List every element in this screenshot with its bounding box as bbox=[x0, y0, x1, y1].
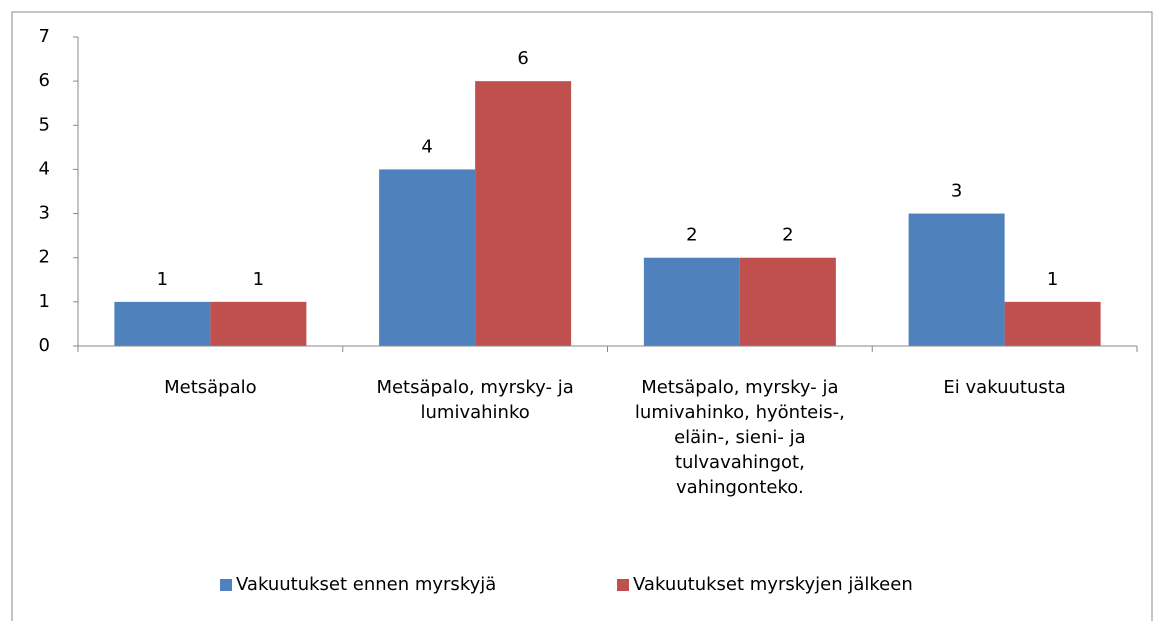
legend-swatch bbox=[220, 579, 232, 591]
bar bbox=[1004, 301, 1101, 346]
x-tick-label: Ei vakuutusta bbox=[943, 377, 1066, 398]
bar bbox=[114, 301, 211, 346]
y-tick-label: 3 bbox=[39, 203, 50, 224]
y-tick-label: 0 bbox=[39, 335, 50, 356]
y-tick-label: 7 bbox=[39, 26, 50, 47]
bar bbox=[379, 169, 476, 346]
bar bbox=[210, 301, 307, 346]
chart-frame bbox=[11, 11, 1153, 621]
y-tick-label: 4 bbox=[39, 158, 50, 179]
data-label: 1 bbox=[253, 269, 264, 290]
x-tick-label: Metsäpalo, myrsky- ja lumivahinko, hyönt… bbox=[634, 377, 845, 498]
legend-swatch bbox=[617, 579, 629, 591]
data-label: 1 bbox=[1047, 269, 1058, 290]
y-tick-label: 5 bbox=[39, 114, 50, 135]
legend-label: Vakuutukset ennen myrskyjä bbox=[236, 574, 496, 595]
data-label: 6 bbox=[517, 48, 528, 69]
y-tick-label: 1 bbox=[39, 291, 50, 312]
x-tick-label: Metsäpalo bbox=[164, 377, 257, 398]
data-label: 1 bbox=[157, 269, 168, 290]
y-tick-label: 6 bbox=[39, 70, 50, 91]
data-label: 2 bbox=[782, 225, 793, 246]
x-tick-label: Metsäpalo, myrsky- ja lumivahinko bbox=[376, 377, 574, 423]
bar bbox=[475, 81, 572, 347]
data-label: 2 bbox=[686, 225, 697, 246]
y-tick-label: 2 bbox=[39, 247, 50, 268]
legend-label: Vakuutukset myrskyjen jälkeen bbox=[633, 574, 913, 595]
bar bbox=[643, 257, 740, 346]
data-label: 3 bbox=[951, 181, 962, 202]
bar bbox=[908, 213, 1005, 346]
data-label: 4 bbox=[421, 136, 432, 157]
bar bbox=[739, 257, 836, 346]
